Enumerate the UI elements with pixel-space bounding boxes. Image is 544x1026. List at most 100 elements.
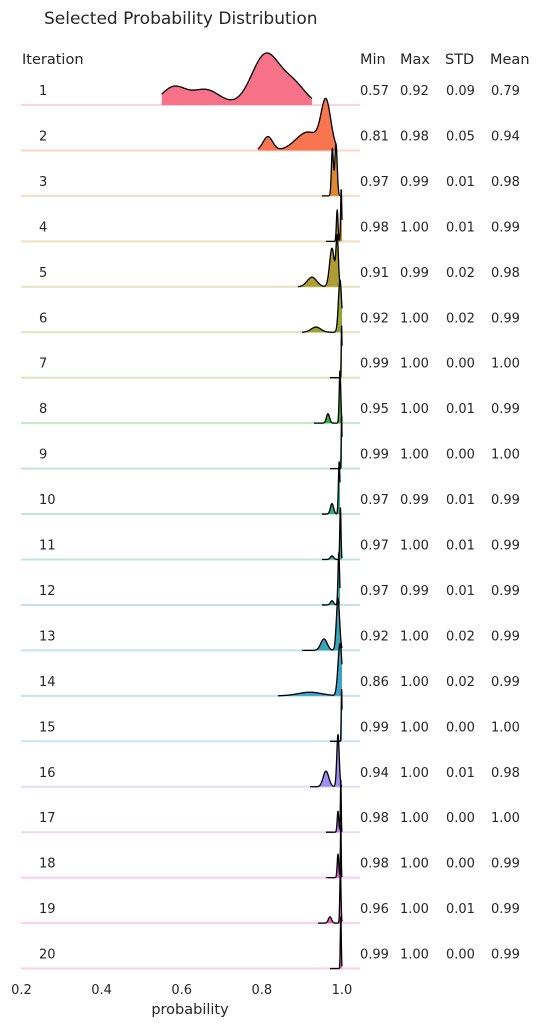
- ridge-row: 6 0.92 1.00 0.02 0.99: [21, 279, 520, 334]
- stat-mean-value: 0.99: [491, 402, 520, 417]
- stat-max-value: 1.00: [400, 311, 429, 326]
- stat-mean-value: 0.99: [491, 493, 520, 508]
- ridge-row: 15 0.99 1.00 0.00 1.00: [21, 689, 520, 743]
- ridge-density-outline: [257, 97, 337, 150]
- ridge-row: 19 0.96 1.00 0.01 0.99: [21, 868, 520, 925]
- stat-max-value: 0.99: [400, 493, 429, 508]
- ridge-density-fill: [317, 871, 342, 924]
- ridge-density-outline: [161, 52, 313, 101]
- ridge-density-fill: [257, 98, 336, 151]
- iteration-label: 12: [39, 584, 56, 599]
- stat-max-value: 0.99: [400, 175, 429, 190]
- iteration-label: 15: [39, 720, 56, 735]
- ridge-density-outline: [309, 734, 343, 788]
- stat-min-value: 0.57: [360, 84, 389, 99]
- stat-min-value: 0.99: [360, 448, 389, 463]
- stat-mean-value: 0.94: [491, 129, 520, 144]
- iteration-label: 8: [39, 402, 47, 417]
- x-axis-label: probability: [151, 1002, 229, 1018]
- stat-std-value: 0.00: [446, 948, 475, 963]
- iteration-label: 20: [39, 948, 56, 963]
- x-tick-label: 1.0: [332, 983, 353, 998]
- stat-mean-value: 0.98: [491, 175, 520, 190]
- stat-min-value: 0.96: [360, 902, 389, 917]
- stat-min-value: 0.92: [360, 629, 389, 644]
- x-tick-label: 0.8: [252, 983, 273, 998]
- ridge-row: 9 0.99 1.00 0.00 1.00: [21, 416, 520, 470]
- ridge-row: 1 0.57 0.92 0.09 0.79: [21, 52, 520, 106]
- stat-mean-value: 1.00: [491, 357, 520, 372]
- ridge-density-outline: [301, 279, 343, 333]
- ridge-row: 5 0.91 0.99 0.02 0.98: [21, 233, 520, 288]
- ridges-group: 1 0.57 0.92 0.09 0.79 2 0.81 0.98 0.05 0.94 3 0.97 0…: [21, 52, 520, 970]
- stat-max-value: 0.92: [400, 84, 429, 99]
- iteration-label: 4: [39, 220, 47, 235]
- stat-min-value: 0.91: [360, 266, 389, 281]
- header-mean: Mean: [490, 52, 530, 68]
- ridge-row: 12 0.97 0.99 0.01 0.99: [21, 551, 520, 606]
- chart-title: Selected Probability Distribution: [44, 9, 318, 29]
- ridge-density-outline: [321, 142, 341, 197]
- ridge-density-fill: [313, 371, 342, 424]
- ridge-density-fill: [301, 280, 342, 333]
- iteration-label: 10: [39, 493, 56, 508]
- stat-mean-value: 0.99: [491, 311, 520, 326]
- stat-min-value: 0.97: [360, 175, 389, 190]
- stat-max-value: 1.00: [400, 675, 429, 690]
- stat-std-value: 0.02: [446, 311, 475, 326]
- stat-std-value: 0.01: [446, 402, 475, 417]
- ridge-row: 2 0.81 0.98 0.05 0.94: [21, 97, 520, 152]
- ridge-row: 10 0.97 0.99 0.01 0.99: [21, 461, 520, 516]
- stat-max-value: 1.00: [400, 902, 429, 917]
- stat-max-value: 0.99: [400, 584, 429, 599]
- x-tick-label: 0.4: [91, 983, 112, 998]
- ridge-density-outline: [321, 461, 341, 515]
- ridge-density-fill: [161, 53, 312, 105]
- stat-max-value: 1.00: [400, 629, 429, 644]
- stat-mean-value: 0.99: [491, 857, 520, 872]
- stat-mean-value: 1.00: [491, 811, 520, 826]
- ridge-row: 20 0.99 1.00 0.00 0.99: [21, 916, 520, 970]
- iteration-label: 13: [39, 629, 56, 644]
- iteration-label: 18: [39, 857, 56, 872]
- iteration-label: 14: [39, 675, 56, 690]
- ridge-row: 14 0.86 1.00 0.02 0.99: [21, 642, 520, 697]
- ridge-density-fill: [325, 825, 342, 878]
- stat-min-value: 0.86: [360, 675, 389, 690]
- stat-std-value: 0.02: [446, 266, 475, 281]
- ridge-density-outline: [329, 325, 343, 379]
- ridge-density-outline: [321, 507, 343, 561]
- ridge-row: 3 0.97 0.99 0.01 0.98: [21, 142, 520, 197]
- ridge-row: 16 0.94 1.00 0.01 0.98: [21, 734, 520, 788]
- ridge-density-outline: [329, 416, 343, 470]
- stat-mean-value: 0.99: [491, 584, 520, 599]
- stat-max-value: 1.00: [400, 720, 429, 735]
- header-max: Max: [400, 52, 430, 68]
- stat-std-value: 0.02: [446, 629, 475, 644]
- stat-std-value: 0.00: [446, 811, 475, 826]
- stat-std-value: 0.02: [446, 675, 475, 690]
- ridge-density-outline: [325, 824, 343, 879]
- ridge-density-outline: [317, 868, 343, 924]
- ridge-density-fill: [325, 780, 342, 833]
- stat-mean-value: 0.99: [491, 675, 520, 690]
- iteration-label: 9: [39, 448, 47, 463]
- ridge-density-fill: [321, 507, 342, 560]
- ridge-density-outline: [329, 916, 343, 970]
- stat-min-value: 0.98: [360, 811, 389, 826]
- iteration-label: 2: [39, 129, 47, 144]
- header-iteration: Iteration: [22, 52, 84, 68]
- stat-std-value: 0.00: [446, 720, 475, 735]
- ridge-density-outline: [301, 597, 343, 652]
- stat-std-value: 0.01: [446, 902, 475, 917]
- x-tick-label: 0.2: [11, 983, 32, 998]
- ridge-density-outline: [277, 642, 343, 697]
- stat-std-value: 0.00: [446, 448, 475, 463]
- stat-mean-value: 1.00: [491, 720, 520, 735]
- stat-min-value: 0.99: [360, 720, 389, 735]
- ridge-density-outline: [325, 779, 343, 833]
- header-min: Min: [360, 52, 386, 68]
- iteration-label: 6: [39, 311, 47, 326]
- ridge-row: 8 0.95 1.00 0.01 0.99: [21, 370, 520, 425]
- stat-std-value: 0.00: [446, 357, 475, 372]
